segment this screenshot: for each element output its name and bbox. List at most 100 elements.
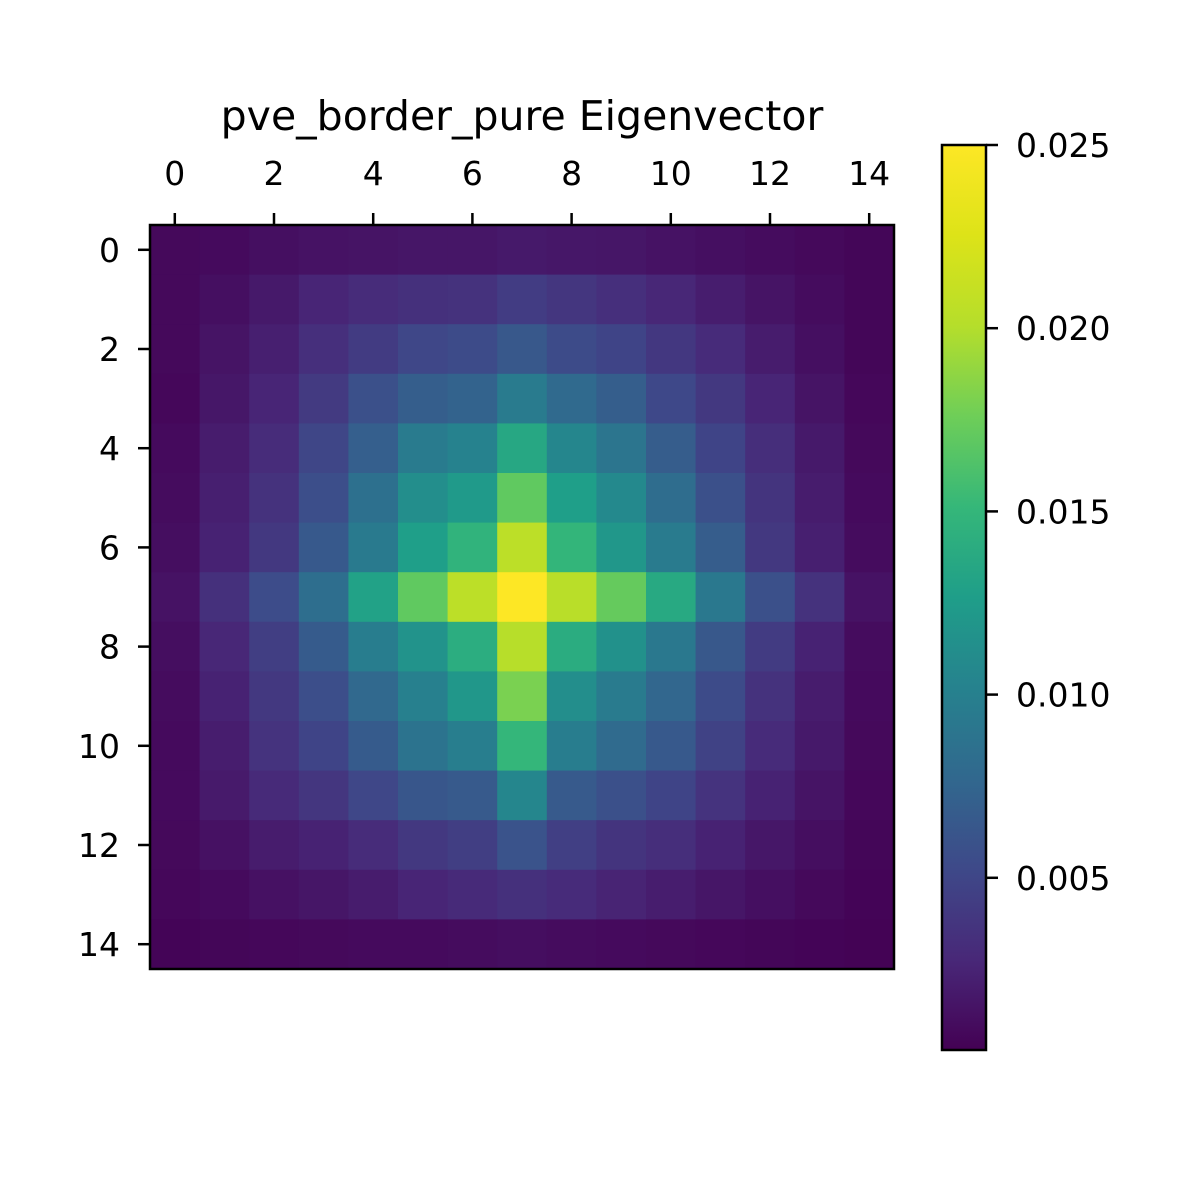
heatmap-cell xyxy=(546,225,597,276)
heatmap-cell xyxy=(646,473,697,524)
heatmap-cell xyxy=(348,324,399,375)
heatmap-cell xyxy=(398,721,449,772)
heatmap-cell xyxy=(546,770,597,821)
heatmap-cell xyxy=(298,770,349,821)
heatmap-cell xyxy=(794,572,845,623)
heatmap-cell xyxy=(150,373,201,424)
colorbar-tick-label: 0.020 xyxy=(1016,309,1110,348)
heatmap-cell xyxy=(249,324,300,375)
heatmap-cell xyxy=(398,522,449,573)
heatmap-cell xyxy=(745,721,796,772)
plot-frame xyxy=(148,223,896,971)
heatmap-cell xyxy=(695,274,746,325)
heatmap-cell xyxy=(794,473,845,524)
heatmap-cell xyxy=(249,225,300,276)
y-tick-label: 2 xyxy=(99,330,120,369)
heatmap-cell xyxy=(249,473,300,524)
heatmap-cell xyxy=(398,274,449,325)
heatmap-cell xyxy=(695,225,746,276)
y-tick-label: 8 xyxy=(99,628,120,667)
heatmap-cell xyxy=(844,919,895,970)
heatmap-cell xyxy=(596,770,647,821)
heatmap-cell xyxy=(794,324,845,375)
heatmap-cell xyxy=(348,671,399,722)
heatmap-cell xyxy=(546,621,597,672)
heatmap-cell xyxy=(150,671,201,722)
heatmap-cell xyxy=(646,919,697,970)
heatmap-cell xyxy=(298,324,349,375)
heatmap-cell xyxy=(546,373,597,424)
heatmap-cell xyxy=(199,522,250,573)
heatmap-cell xyxy=(150,572,201,623)
heatmap-cell xyxy=(546,473,597,524)
heatmap-cell xyxy=(199,671,250,722)
heatmap-cell xyxy=(794,919,845,970)
heatmap-cell xyxy=(199,274,250,325)
heatmap-cell xyxy=(398,225,449,276)
heatmap-cell xyxy=(398,671,449,722)
heatmap-cell xyxy=(794,721,845,772)
heatmap-cell xyxy=(298,274,349,325)
colorbar-tick-label: 0.010 xyxy=(1016,676,1110,715)
heatmap-cell xyxy=(497,522,548,573)
x-axis: 0 2 4 6 8 10 12 14 xyxy=(164,154,890,225)
heatmap-cell xyxy=(745,324,796,375)
y-tick-label: 10 xyxy=(78,727,120,766)
heatmap-cell xyxy=(249,373,300,424)
heatmap-cell xyxy=(150,324,201,375)
heatmap-cell xyxy=(546,324,597,375)
heatmap-cell xyxy=(398,373,449,424)
x-tick-label: 0 xyxy=(164,154,185,193)
heatmap-cell xyxy=(844,572,895,623)
heatmap-cell xyxy=(447,671,498,722)
heatmap-cell xyxy=(596,621,647,672)
heatmap-cell xyxy=(348,721,399,772)
y-axis: 0 2 4 6 8 10 12 14 xyxy=(78,231,150,964)
heatmap-cell xyxy=(150,225,201,276)
heatmap-cell xyxy=(745,671,796,722)
heatmap-cell xyxy=(199,919,250,970)
heatmap-cell xyxy=(546,721,597,772)
heatmap-cell xyxy=(199,225,250,276)
heatmap-cell xyxy=(348,820,399,871)
heatmap-cell xyxy=(447,919,498,970)
heatmap-cell xyxy=(695,770,746,821)
heatmap-cell xyxy=(249,572,300,623)
heatmap-cell xyxy=(298,522,349,573)
heatmap-cell xyxy=(646,820,697,871)
heatmap-cell xyxy=(596,274,647,325)
heatmap-cell xyxy=(199,423,250,474)
heatmap-cell xyxy=(794,274,845,325)
heatmap-cell xyxy=(497,770,548,821)
heatmap-cell xyxy=(348,919,399,970)
heatmap-cell xyxy=(646,770,697,821)
heatmap-cell xyxy=(695,820,746,871)
heatmap-cell xyxy=(646,671,697,722)
heatmap-cell xyxy=(646,572,697,623)
heatmap-cell xyxy=(497,820,548,871)
heatmap-cell xyxy=(844,274,895,325)
heatmap-cell xyxy=(695,373,746,424)
heatmap-cell xyxy=(745,423,796,474)
heatmap-cell xyxy=(844,770,895,821)
heatmap-cell xyxy=(249,721,300,772)
heatmap-cell xyxy=(794,621,845,672)
heatmap-cell xyxy=(794,820,845,871)
heatmap-cell xyxy=(199,770,250,821)
heatmap-cell xyxy=(249,423,300,474)
heatmap-cell xyxy=(199,324,250,375)
heatmap-cell xyxy=(298,572,349,623)
heatmap-cell xyxy=(546,423,597,474)
heatmap-cell xyxy=(695,423,746,474)
heatmap-cell xyxy=(646,869,697,920)
heatmap-cell xyxy=(497,671,548,722)
heatmap-cell xyxy=(150,522,201,573)
heatmap-cell xyxy=(298,820,349,871)
heatmap-cell xyxy=(348,869,399,920)
heatmap-cell xyxy=(497,423,548,474)
heatmap-cell xyxy=(695,869,746,920)
heatmap-cell xyxy=(546,869,597,920)
x-tick-label: 2 xyxy=(264,154,285,193)
heatmap-cell xyxy=(298,919,349,970)
heatmap-cell xyxy=(150,274,201,325)
